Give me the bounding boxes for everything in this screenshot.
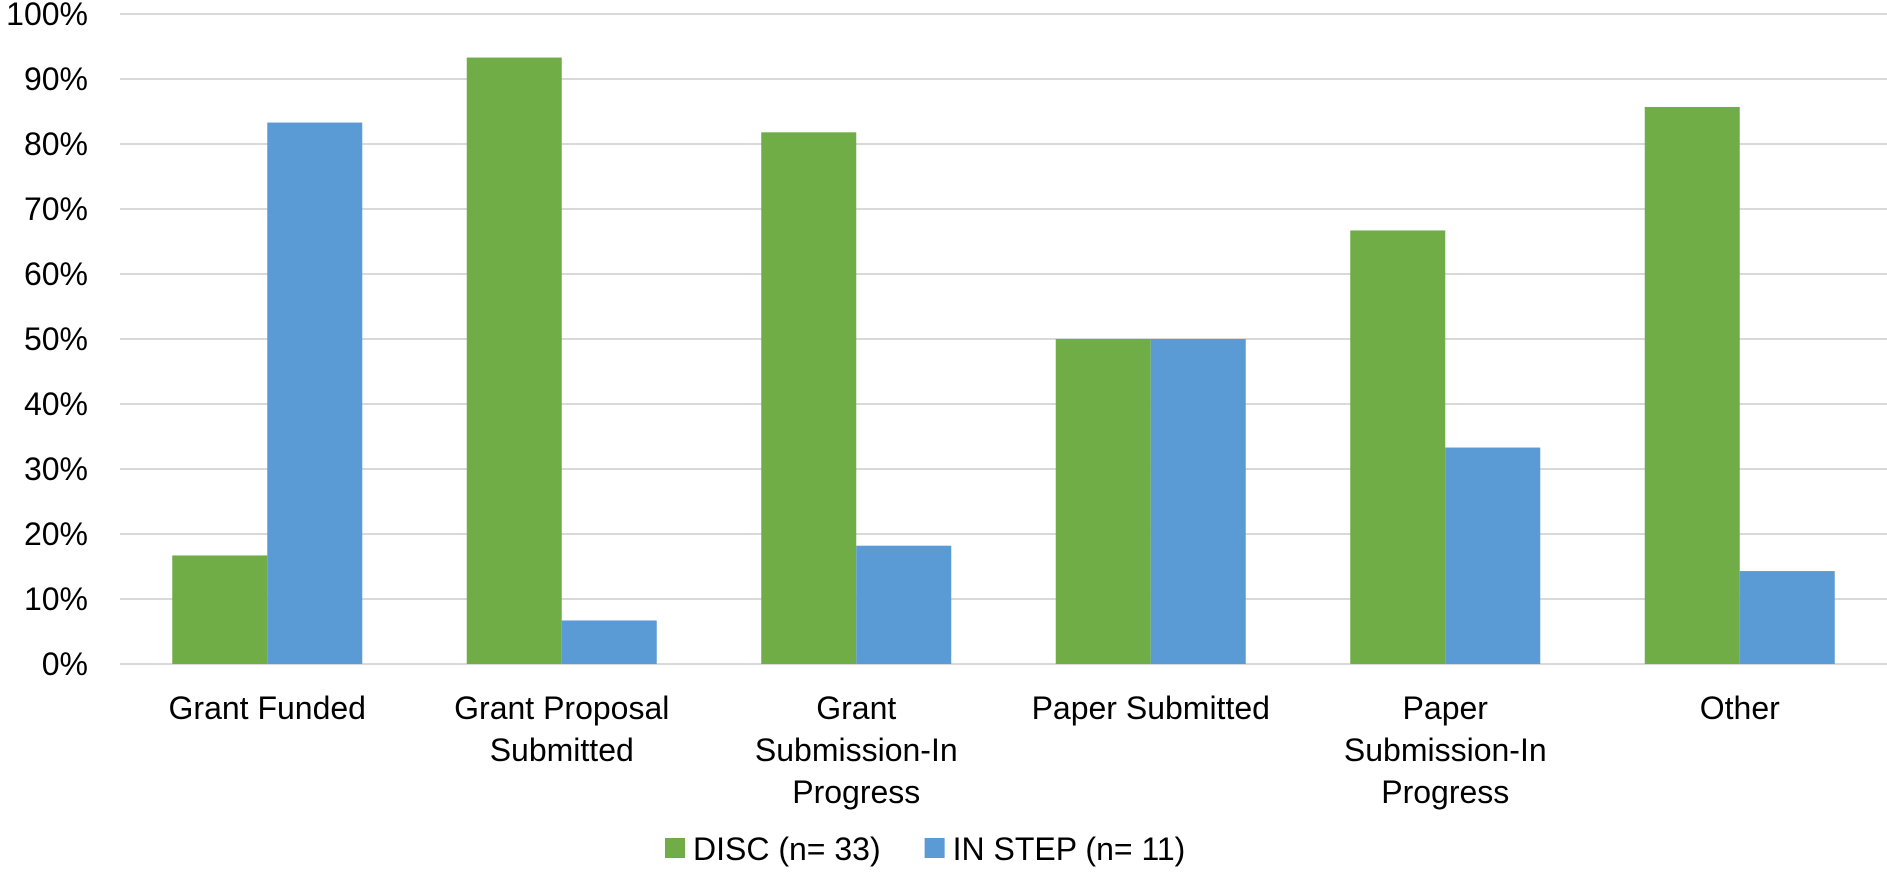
y-tick-label: 10% (24, 581, 88, 617)
y-tick-label: 90% (24, 61, 88, 97)
legend-swatch (665, 838, 685, 858)
x-category-label: Progress (1381, 774, 1509, 810)
y-tick-label: 50% (24, 321, 88, 357)
y-tick-label: 100% (6, 0, 88, 32)
y-tick-label: 0% (42, 646, 88, 682)
y-tick-label: 70% (24, 191, 88, 227)
bar-disc (761, 132, 857, 665)
bar-disc (466, 57, 562, 665)
y-tick-label: 80% (24, 126, 88, 162)
bar-disc (1644, 106, 1740, 664)
bar-in-step (1150, 339, 1246, 664)
y-tick-label: 30% (24, 451, 88, 487)
x-category-label: Grant Proposal (454, 690, 669, 726)
bar-disc (1055, 339, 1151, 664)
bar-disc (172, 555, 268, 664)
x-category-label: Progress (792, 774, 920, 810)
x-category-label: Submitted (490, 732, 634, 768)
bar-in-step (1445, 447, 1541, 664)
bar-in-step (267, 122, 363, 665)
y-tick-label: 60% (24, 256, 88, 292)
y-axis-tick-labels: 0% 10% 20% 30% 40% 50% 60% 70% 80% 90% 100% (6, 0, 88, 682)
legend-swatch (924, 838, 945, 858)
legend-label: DISC (n= 33) (693, 831, 881, 867)
x-category-label: Submission-In (1344, 732, 1547, 768)
bar-disc (1350, 230, 1446, 664)
bars (172, 57, 1835, 665)
x-axis-category-labels: Grant Funded Grant Proposal Submitted Grant… (169, 690, 1781, 810)
legend: DISC (n= 33) IN STEP (n= 11) (665, 831, 1185, 867)
x-category-label: Grant Funded (169, 690, 366, 726)
x-category-label: Paper (1403, 690, 1489, 726)
x-category-label: Paper Submitted (1032, 690, 1270, 726)
legend-label: IN STEP (n= 11) (953, 831, 1186, 867)
gridlines (120, 13, 1887, 665)
y-tick-label: 20% (24, 516, 88, 552)
y-tick-label: 40% (24, 386, 88, 422)
x-category-label: Other (1700, 690, 1780, 726)
x-category-label: Grant (816, 690, 896, 726)
bar-in-step (856, 545, 952, 664)
bar-in-step (1739, 571, 1835, 664)
x-category-label: Submission-In (755, 732, 958, 768)
bar-in-step (561, 620, 657, 664)
